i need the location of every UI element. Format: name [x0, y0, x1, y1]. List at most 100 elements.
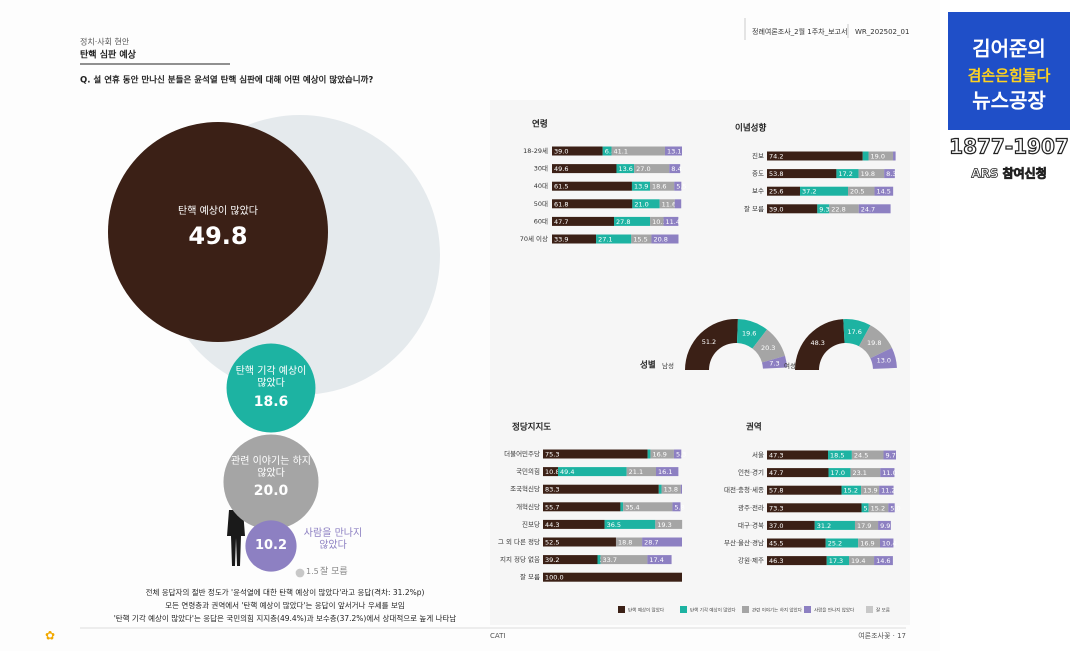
ars: ARS 참여신청 — [971, 166, 1047, 181]
data-label: 31.2 — [817, 522, 831, 530]
bar-segment — [880, 538, 894, 548]
bar-segment — [874, 556, 893, 566]
method: CATI — [490, 632, 505, 640]
data-label: 55.7 — [545, 503, 559, 511]
chart-title: 정당지지도 — [512, 422, 551, 433]
data-label: 73.3 — [769, 504, 783, 512]
bar-segment — [543, 484, 659, 494]
donut-segment — [761, 355, 787, 369]
data-label: 83.3 — [545, 486, 559, 494]
category-label: 남성 — [662, 361, 674, 370]
data-label: 13.1 — [667, 148, 681, 156]
bubble-category: 탄핵 예상이 많았다 — [178, 206, 258, 217]
data-label: 48.3 — [810, 339, 824, 347]
bar-segment — [664, 146, 682, 156]
bar-segment — [858, 538, 881, 548]
bar-segment — [888, 503, 895, 513]
chart-title: 성별 — [640, 360, 656, 371]
data-label: 47.7 — [769, 469, 783, 477]
data-label: 16.9 — [860, 540, 874, 548]
data-label: 41.1 — [614, 148, 628, 156]
bar-segment — [552, 216, 615, 226]
bar-segment — [543, 467, 559, 477]
donut-segment — [870, 347, 897, 369]
category-label: 여성 — [784, 361, 796, 370]
data-label: 15.2 — [871, 504, 885, 512]
category-label: 더불어민주당 — [504, 449, 540, 458]
legend-swatch — [804, 606, 811, 613]
bubble — [226, 343, 316, 433]
bar-segment — [767, 450, 829, 460]
bar-segment — [893, 151, 896, 161]
data-label: 21.0 — [634, 200, 648, 208]
data-label: 19.8 — [867, 339, 881, 347]
bar-segment — [552, 164, 617, 174]
data-label: 15.2 — [844, 487, 858, 495]
category-label: 부산·울산·경남 — [724, 538, 764, 547]
data-label: 25.2 — [828, 540, 842, 548]
bar-segment — [858, 169, 885, 179]
legend-label: 사람을 만나지 않았다 — [814, 607, 855, 614]
bar-segment — [878, 520, 891, 530]
data-label: 17.6 — [847, 328, 861, 336]
category-label: 중도 — [752, 170, 764, 178]
data-label: 5.5 — [676, 183, 686, 191]
bar-segment — [543, 502, 621, 512]
bar-segment — [868, 151, 894, 161]
legend-label: 관련 이야기는 하지 않았다 — [752, 607, 803, 614]
bar-segment — [879, 485, 894, 495]
data-label: 14.5 — [876, 188, 890, 196]
bar-segment — [836, 169, 859, 179]
data-label: 37.0 — [769, 522, 783, 530]
legend-label: 잘 모름 — [876, 607, 890, 614]
bar-segment — [849, 556, 875, 566]
bar-segment — [861, 503, 869, 513]
data-label: 20.5 — [850, 188, 864, 196]
data-label: 47.7 — [554, 218, 568, 226]
donut-segment — [858, 325, 892, 359]
legend-swatch — [866, 606, 873, 613]
category-label: 18-29세 — [523, 146, 548, 155]
bar-segment — [767, 538, 826, 548]
flower-icon: ✿ — [45, 629, 55, 643]
data-label: 24.5 — [854, 452, 868, 460]
data-label: 8.4 — [671, 165, 681, 173]
bar-segment — [829, 204, 859, 214]
bar-segment — [656, 467, 679, 477]
bar-segment — [597, 555, 601, 565]
bar-segment — [655, 519, 683, 529]
category-label: 대구·경북 — [738, 520, 764, 529]
bubble-value: 49.8 — [188, 222, 248, 250]
bubble-category: 탄핵 기각 예상이 많았다 — [235, 366, 307, 389]
page-number: 여론조사꽃 · 17 — [858, 631, 906, 640]
category-label: 인천·경기 — [738, 468, 764, 477]
bar-segment — [674, 181, 682, 191]
data-label: 5.3 — [676, 451, 686, 459]
data-label: 17.0 — [831, 469, 845, 477]
section: 정치·사회 현안 — [80, 37, 130, 47]
bubble — [108, 122, 328, 342]
bar-segment — [874, 186, 894, 196]
bar-segment — [650, 216, 664, 226]
bar-segment — [825, 538, 859, 548]
bar-segment — [884, 169, 895, 179]
data-label: 61.8 — [554, 200, 568, 208]
category-label: 지지 정당 없음 — [500, 555, 540, 564]
donut-segment — [737, 319, 768, 349]
bar-segment — [858, 204, 891, 214]
legend-swatch — [618, 606, 625, 613]
data-label: 17.2 — [838, 170, 852, 178]
data-label: 11.2 — [881, 487, 895, 495]
logo-line3: 뉴스공장 — [972, 89, 1046, 113]
phone: 1877-1907 — [949, 135, 1069, 159]
data-label: 10.3 — [652, 218, 666, 226]
notes: 전체 응답자의 절반 정도가 '윤석열에 대한 탄핵 예상이 많았다'라고 응답… — [80, 586, 490, 625]
bar-segment — [767, 204, 818, 214]
category-label: 30대 — [534, 165, 548, 173]
data-label: 15.5 — [633, 236, 647, 244]
bar-segment — [558, 467, 627, 477]
bar-segment — [826, 556, 850, 566]
data-label: 22.8 — [831, 205, 845, 213]
data-label: 16.9 — [652, 451, 666, 459]
data-label: 13.9 — [634, 183, 648, 191]
